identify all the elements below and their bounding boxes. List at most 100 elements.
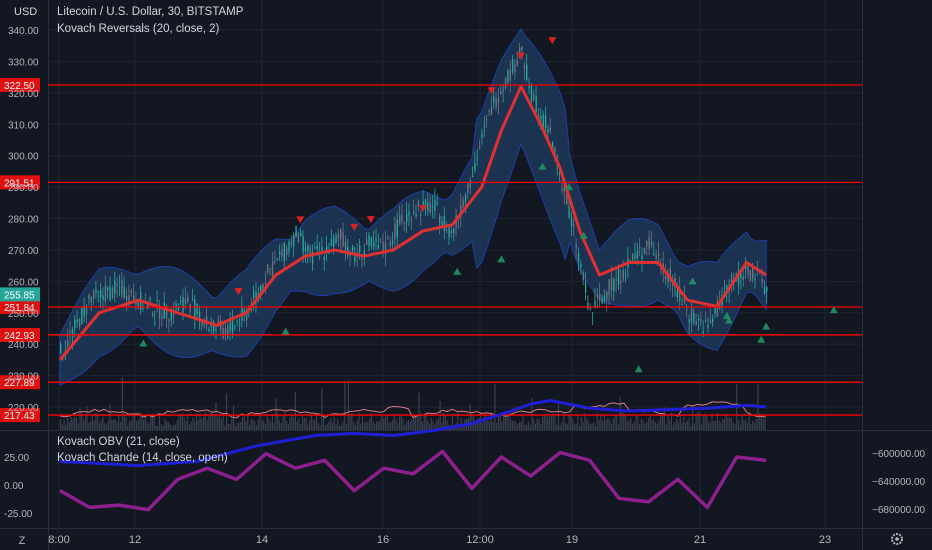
candle-body [118, 286, 121, 288]
volume-bar [111, 419, 113, 430]
volume-bar [225, 393, 228, 430]
candle-body [730, 274, 733, 283]
reversal-up-marker [139, 339, 148, 347]
volume-bar [469, 404, 471, 430]
volume-bar [531, 398, 533, 430]
volume-bar [614, 414, 616, 430]
candle-body [646, 241, 648, 247]
gear-icon[interactable] [891, 533, 903, 545]
candle-body [337, 233, 340, 238]
candle-body [60, 344, 62, 354]
candle-body [358, 245, 361, 253]
volume-bar [665, 424, 667, 430]
volume-bar [541, 416, 544, 430]
candle-body [293, 235, 295, 248]
volume-bar [536, 418, 538, 430]
candle-body [464, 194, 467, 203]
candle-body [201, 321, 203, 326]
candle-body [175, 303, 177, 309]
volume-bar [314, 419, 316, 430]
volume-bar [190, 421, 192, 430]
candle-body [177, 306, 180, 311]
volume-bar [716, 413, 718, 430]
z-button-label: Z [19, 535, 26, 547]
candle-body [123, 286, 125, 298]
volume-bar [105, 424, 108, 430]
volume-bar [282, 415, 284, 430]
candle-body [507, 70, 509, 82]
horizontal-levels[interactable]: 322.50 291.51 251.84 242.93 227.89 217.43 255.… [0, 77, 862, 423]
volume-bar [695, 415, 697, 430]
volume-bar [686, 420, 688, 430]
candle-body [314, 247, 316, 249]
moving-average-line [58, 85, 767, 361]
volume-bar [596, 412, 598, 430]
candle-body [434, 199, 436, 212]
volume-bar [245, 421, 247, 430]
volume-bar [564, 423, 567, 430]
candle-body [643, 247, 646, 255]
volume-bar [623, 412, 625, 430]
volume-bar [84, 416, 86, 430]
volume-bar [310, 415, 312, 430]
volume-bar [683, 416, 685, 430]
volume-bar [402, 419, 404, 430]
z-button[interactable] [14, 533, 30, 547]
volume-bar [478, 417, 480, 430]
volume-bar [718, 420, 720, 430]
candle-body [712, 318, 714, 323]
candle-body [695, 321, 697, 325]
candle-body [182, 297, 184, 313]
volume-bar [217, 416, 219, 430]
symbol-title[interactable]: Litecoin / U.S. Dollar, 30, BITSTAMP [57, 6, 244, 18]
indicator-legend[interactable]: Kovach Reversals (20, close, 2) [57, 23, 220, 35]
volume-bar [764, 419, 766, 430]
volume-bar [254, 421, 256, 430]
candle-body [132, 295, 135, 301]
candle-body [382, 242, 384, 252]
volume-bar [312, 419, 314, 430]
volume-bar [503, 415, 505, 430]
chande-legend[interactable]: Kovach Chande (14, close, open) [57, 452, 228, 464]
candle-body [102, 295, 104, 300]
volume-bar [63, 419, 65, 430]
volume-bar [575, 423, 577, 430]
volume-bar [722, 419, 724, 430]
volume-bar [79, 408, 81, 430]
volume-bar [180, 415, 182, 430]
candle-body [431, 206, 434, 208]
level-label: 291.51 [4, 178, 35, 189]
volume-bar [690, 425, 692, 430]
price-tick-label: 250.00 [8, 309, 39, 320]
volume-bar [653, 420, 655, 430]
candle-body [196, 303, 198, 314]
volume-bar [224, 425, 226, 430]
price-tick-label: 300.00 [8, 152, 39, 163]
volume-bar [506, 417, 508, 430]
volume-bar [730, 417, 733, 430]
reversal-up-marker [538, 162, 547, 170]
volume-bar [243, 414, 245, 430]
obv-legend[interactable]: Kovach OBV (21, close) [57, 436, 180, 448]
candle-body [309, 246, 311, 258]
volume-bar [324, 425, 327, 430]
candle-body [137, 301, 140, 309]
volume-bar [128, 420, 131, 430]
candle-body [622, 270, 624, 280]
volume-bar [208, 416, 210, 430]
candle-body [295, 226, 297, 238]
candle-body [446, 229, 448, 231]
volume-bar [559, 425, 561, 430]
volume-bar [137, 419, 139, 430]
price-tick-label: 240.00 [8, 340, 39, 351]
volume-bar [376, 421, 378, 430]
volume-bar [709, 422, 711, 430]
candle-body [683, 297, 686, 303]
volume-bar [298, 418, 300, 430]
volume-bar [353, 421, 355, 430]
volume-bar [120, 422, 122, 430]
candle-body [111, 288, 114, 298]
candle-body [396, 219, 398, 238]
candle-body [283, 242, 286, 261]
